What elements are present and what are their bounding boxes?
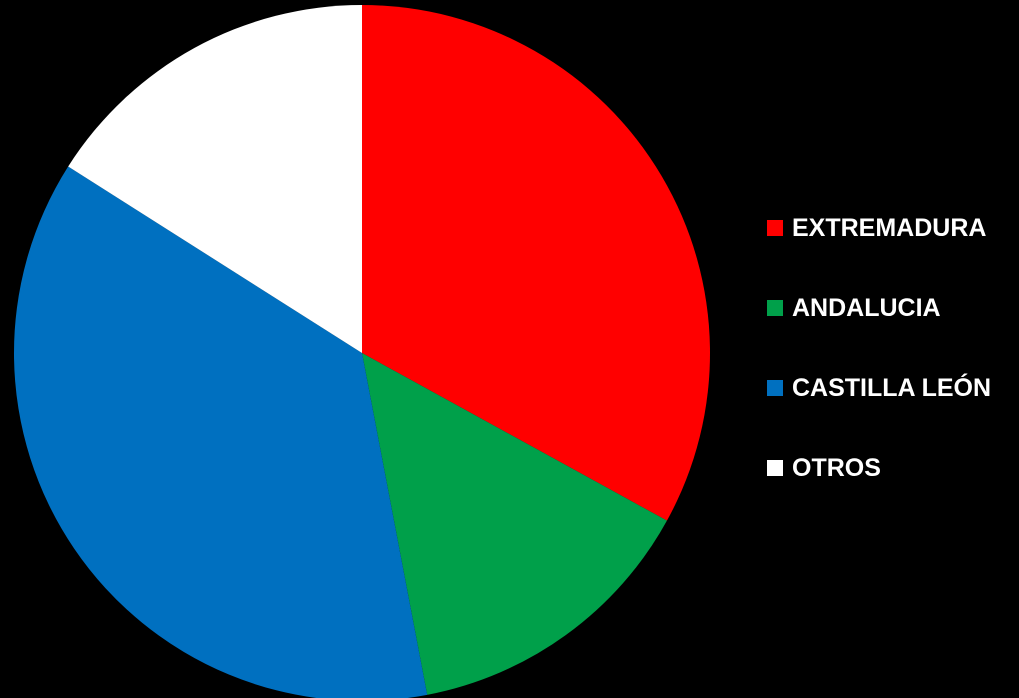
pie-slice-extremadura — [362, 5, 710, 521]
legend-item-extremadura: EXTREMADURA — [767, 208, 1019, 248]
pie-chart — [13, 5, 710, 698]
legend-item-otros: OTROS — [767, 448, 1019, 488]
legend: EXTREMADURA ANDALUCIA CASTILLA LEÓN OTRO… — [767, 208, 1019, 528]
pie-slice-otros — [68, 5, 363, 353]
legend-swatch-otros — [767, 460, 783, 476]
legend-swatch-extremadura — [767, 220, 783, 236]
legend-label-castilla-leon: CASTILLA LEÓN — [792, 373, 992, 402]
legend-label-extremadura: EXTREMADURA — [792, 213, 987, 242]
legend-label-otros: OTROS — [792, 453, 881, 482]
pie-slice-castilla-leon — [13, 166, 428, 698]
legend-swatch-castilla-leon — [767, 380, 783, 396]
pie-slice-andalucia — [362, 353, 667, 695]
legend-item-andalucia: ANDALUCIA — [767, 288, 1019, 328]
legend-swatch-andalucia — [767, 300, 783, 316]
legend-label-andalucia: ANDALUCIA — [792, 293, 941, 322]
legend-item-castilla-leon: CASTILLA LEÓN — [767, 368, 1019, 408]
